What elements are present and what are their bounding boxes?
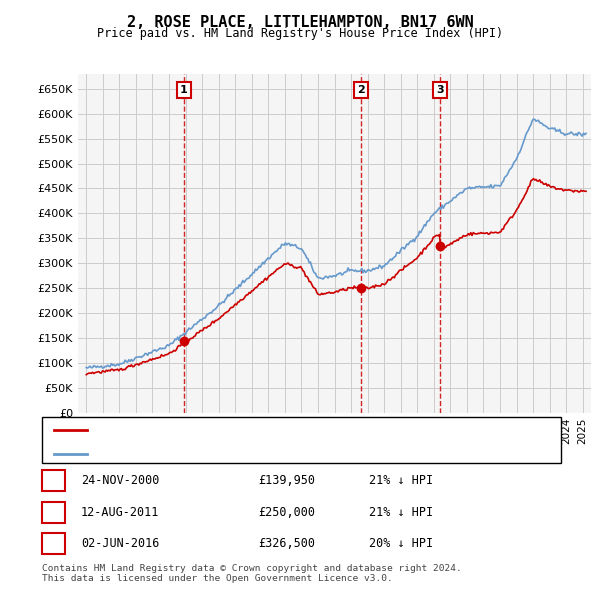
Text: £139,950: £139,950 [258,474,315,487]
Text: 1: 1 [180,85,188,95]
Text: 2, ROSE PLACE, LITTLEHAMPTON, BN17 6WN: 2, ROSE PLACE, LITTLEHAMPTON, BN17 6WN [127,15,473,30]
Text: 3: 3 [437,85,444,95]
Text: £250,000: £250,000 [258,506,315,519]
Text: 12-AUG-2011: 12-AUG-2011 [81,506,160,519]
Text: 20% ↓ HPI: 20% ↓ HPI [369,537,433,550]
Text: 21% ↓ HPI: 21% ↓ HPI [369,506,433,519]
Text: 2: 2 [357,85,365,95]
Text: 1: 1 [50,474,57,487]
Text: 21% ↓ HPI: 21% ↓ HPI [369,474,433,487]
Text: Price paid vs. HM Land Registry's House Price Index (HPI): Price paid vs. HM Land Registry's House … [97,27,503,40]
Text: 3: 3 [50,537,57,550]
Text: Contains HM Land Registry data © Crown copyright and database right 2024.
This d: Contains HM Land Registry data © Crown c… [42,563,462,583]
Text: 24-NOV-2000: 24-NOV-2000 [81,474,160,487]
Text: 2, ROSE PLACE, LITTLEHAMPTON, BN17 6WN (detached house): 2, ROSE PLACE, LITTLEHAMPTON, BN17 6WN (… [93,425,451,435]
Text: HPI: Average price, detached house, Arun: HPI: Average price, detached house, Arun [93,449,353,458]
Text: £326,500: £326,500 [258,537,315,550]
Text: 02-JUN-2016: 02-JUN-2016 [81,537,160,550]
Text: 2: 2 [50,506,57,519]
